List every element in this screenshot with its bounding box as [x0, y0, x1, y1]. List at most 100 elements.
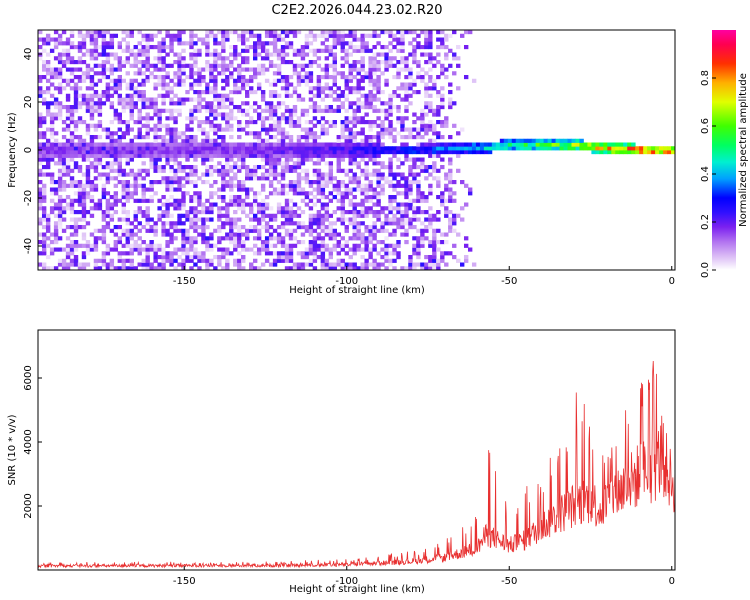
- colorbar: 0.00.20.40.60.8 Normalized spectral ampl…: [700, 30, 749, 278]
- spectrogram-cell: [352, 101, 357, 106]
- spectrogram-cell: [272, 217, 278, 222]
- spectrogram-cell: [296, 75, 302, 80]
- spectrogram-cell: [284, 82, 290, 87]
- spectrogram-cell: [173, 60, 178, 65]
- spectrogram-cell: [292, 236, 298, 241]
- spectrogram-cell: [165, 202, 170, 207]
- spectrogram-cell: [217, 105, 222, 110]
- spectrogram-cell: [225, 67, 230, 72]
- spectrogram-cell: [209, 210, 214, 215]
- spectrogram-cell: [428, 213, 433, 218]
- spectrogram-cell: [368, 101, 373, 106]
- spectrogram-cell: [213, 97, 218, 102]
- spectrogram-cell: [412, 266, 417, 270]
- spectrogram-cell: [308, 247, 314, 252]
- spectrogram-cell: [396, 146, 401, 151]
- spectrogram-cell: [121, 217, 126, 222]
- spectrogram-cell: [364, 187, 369, 192]
- spectrogram-cell: [241, 56, 246, 61]
- spectrogram-cell: [340, 202, 345, 207]
- spectrogram-cell: [77, 195, 83, 200]
- spectrogram-cell: [85, 180, 91, 185]
- spectrogram-cell: [296, 266, 302, 270]
- spectrogram-cell: [121, 172, 126, 177]
- spectrogram-cell: [117, 161, 123, 166]
- snr-x-tick-label: 0: [669, 576, 675, 587]
- spectrogram-cell: [356, 142, 361, 147]
- spectrogram-cell: [292, 187, 298, 192]
- spectrogram-cell: [41, 63, 47, 68]
- spectrogram-cell: [101, 262, 107, 267]
- spectrogram-cell: [53, 75, 59, 80]
- spectrogram-cell: [268, 191, 274, 196]
- spectrogram-cell: [360, 67, 365, 72]
- spectrogram-cell: [97, 33, 103, 38]
- spectrogram-cell: [268, 108, 274, 113]
- spectrogram-cell: [38, 187, 43, 192]
- spectrogram-cell: [137, 135, 142, 140]
- spectrogram-cell: [392, 213, 397, 218]
- spectrogram-cell: [416, 135, 421, 140]
- spectrogram-cell: [249, 168, 254, 173]
- spectrogram-cell: [38, 52, 43, 57]
- spectrogram-cell: [233, 258, 238, 263]
- spectrogram-cell: [428, 243, 433, 248]
- spectrogram-cell: [368, 48, 373, 53]
- spectrogram-cell: [324, 142, 330, 147]
- spectrogram-cell: [145, 131, 150, 136]
- spectrogram-cell: [61, 150, 67, 155]
- spectrogram-cell: [165, 176, 170, 181]
- spectrogram-cell: [268, 52, 274, 57]
- spectrogram-cell: [101, 48, 107, 53]
- spectrogram-cell: [671, 150, 675, 155]
- spectrogram-cell: [117, 56, 123, 61]
- spectrogram-cell: [328, 168, 334, 173]
- spectrogram-cell: [149, 228, 154, 233]
- spectrogram-cell: [260, 67, 266, 72]
- spectrogram-cell: [296, 97, 302, 102]
- spectrogram-cell: [400, 45, 405, 50]
- spectrogram-cell: [396, 225, 401, 230]
- spectrogram-cell: [392, 243, 397, 248]
- spectrogram-cell: [57, 187, 63, 192]
- spectrogram-cell: [141, 45, 146, 50]
- spectrogram-cell: [189, 210, 194, 215]
- spectrogram-cell: [137, 150, 142, 155]
- spectrogram-cell: [241, 48, 246, 53]
- spectrogram-cell: [276, 191, 282, 196]
- spectrogram-cell: [428, 52, 433, 57]
- spectrogram-cell: [117, 127, 123, 132]
- spectrogram-cell: [225, 33, 230, 38]
- spectrogram-cell: [420, 142, 425, 147]
- spectrogram-cell: [456, 86, 461, 91]
- spectrogram-cell: [125, 48, 130, 53]
- spectrogram-cell: [125, 45, 130, 50]
- spectrogram-cell: [412, 217, 417, 222]
- spectrogram-cell: [185, 240, 190, 245]
- spectrogram-cell: [233, 82, 238, 87]
- spectrogram-cell: [145, 105, 150, 110]
- spectrogram-cell: [276, 146, 282, 151]
- spectrogram-cell: [571, 146, 576, 151]
- spectrogram-cell: [432, 56, 437, 61]
- spectrogram-cell: [416, 90, 421, 95]
- spectrogram-cell: [288, 255, 294, 260]
- spectrogram-cell: [113, 82, 119, 87]
- spectrogram-cell: [141, 63, 146, 68]
- spectrogram-cell: [324, 232, 330, 237]
- spectrogram-cell: [169, 168, 174, 173]
- spectrogram-cell: [161, 213, 166, 218]
- spectrogram-cell: [400, 48, 405, 53]
- spectrogram-cell: [177, 67, 182, 72]
- spectrogram-cell: [392, 93, 397, 98]
- spectrogram-cell: [272, 71, 278, 76]
- spectrogram-cell: [165, 108, 170, 113]
- spectrogram-cell: [416, 33, 421, 38]
- spectrogram-cell: [193, 240, 198, 245]
- spectrogram-cell: [328, 191, 334, 196]
- spectrogram-cell: [547, 142, 552, 147]
- spectrogram-cell: [65, 123, 71, 128]
- spectrogram-cell: [89, 161, 95, 166]
- spectrogram-cell: [440, 123, 445, 128]
